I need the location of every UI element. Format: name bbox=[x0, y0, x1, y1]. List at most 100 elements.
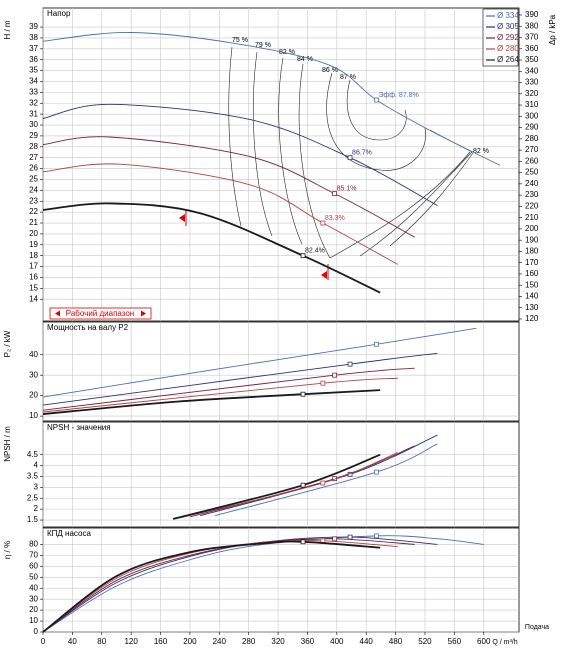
iso-line bbox=[329, 151, 471, 259]
y-axis-label: NPSH / m bbox=[3, 426, 12, 462]
y2-tick-label: 150 bbox=[525, 280, 539, 289]
y-axis-label: η / % bbox=[3, 541, 12, 559]
iso-label: 75 % bbox=[232, 37, 248, 44]
y-tick-label: 4 bbox=[34, 461, 39, 470]
iso-line bbox=[359, 151, 473, 257]
bep-marker bbox=[332, 372, 338, 378]
y2-tick-label: 260 bbox=[525, 156, 539, 165]
markers-decor: Рабочий диапазон bbox=[49, 210, 329, 320]
curve bbox=[42, 352, 438, 406]
y-tick-label: 30 bbox=[29, 120, 38, 129]
iso-line bbox=[228, 46, 242, 227]
range-arrow bbox=[141, 310, 146, 317]
y2-tick-label: 300 bbox=[525, 111, 539, 120]
y-tick-label: 34 bbox=[29, 77, 38, 86]
y-tick-label: 10 bbox=[29, 411, 38, 420]
curve bbox=[42, 377, 398, 413]
y-tick-label: 70 bbox=[29, 550, 38, 559]
y-axis-label: P₂ / kW bbox=[3, 330, 12, 357]
curve bbox=[42, 32, 501, 166]
x-tick-label: 160 bbox=[154, 637, 168, 646]
y2-tick-label: 320 bbox=[525, 89, 539, 98]
y2-tick-label: 180 bbox=[525, 247, 539, 256]
y-tick-label: 30 bbox=[29, 370, 38, 379]
y2-tick-label: 390 bbox=[525, 10, 539, 19]
bep-marker bbox=[347, 155, 353, 161]
y-tick-label: 36 bbox=[29, 55, 38, 64]
y2-tick-label: 170 bbox=[525, 258, 539, 267]
y-tick-label: 27 bbox=[29, 153, 38, 162]
range-arrow bbox=[55, 310, 60, 317]
foreground-layer: 1415161718192021222324252627282930313233… bbox=[3, 8, 557, 646]
curve bbox=[42, 540, 381, 633]
iso-label: 79 % bbox=[255, 42, 271, 49]
bep-label: 83.3% bbox=[325, 215, 345, 222]
y2-tick-label: 280 bbox=[525, 134, 539, 143]
curve bbox=[200, 434, 438, 517]
y2-tick-label: 370 bbox=[525, 33, 539, 42]
y2-tick-label: 220 bbox=[525, 201, 539, 210]
grid-layer bbox=[42, 7, 520, 633]
y-tick-label: 15 bbox=[29, 283, 38, 292]
y2-tick-label: 250 bbox=[525, 168, 539, 177]
y2-tick-label: 380 bbox=[525, 21, 539, 30]
bep-marker bbox=[300, 482, 306, 488]
bep-label: 86.7% bbox=[352, 150, 372, 157]
curve bbox=[42, 202, 381, 294]
curve bbox=[42, 136, 415, 238]
panel-frame bbox=[42, 421, 520, 528]
y2-tick-label: 160 bbox=[525, 269, 539, 278]
x-tick-label: 360 bbox=[301, 637, 315, 646]
x-tick-label: 200 bbox=[183, 637, 197, 646]
bep-marker bbox=[320, 380, 326, 386]
bep-marker bbox=[347, 534, 353, 540]
legend-label: Ø 292 bbox=[497, 33, 519, 42]
iso-label: 82 % bbox=[473, 148, 489, 155]
legend-label: Ø 334 bbox=[497, 11, 519, 20]
y2-axis-label: Δp / kPa bbox=[548, 14, 557, 45]
y2-tick-label: 200 bbox=[525, 224, 539, 233]
working-range-box bbox=[49, 307, 152, 320]
y-tick-label: 20 bbox=[29, 229, 38, 238]
y-tick-label: 26 bbox=[29, 164, 38, 173]
range-arrow bbox=[179, 214, 185, 222]
y-tick-label: 37 bbox=[29, 44, 38, 53]
y-tick-label: 35 bbox=[29, 66, 38, 75]
y-tick-label: 25 bbox=[29, 175, 38, 184]
iso-line bbox=[346, 79, 407, 141]
y-tick-label: 20 bbox=[29, 605, 38, 614]
x-tick-label: 80 bbox=[97, 637, 106, 646]
y2-tick-label: 360 bbox=[525, 44, 539, 53]
y2-tick-label: 240 bbox=[525, 179, 539, 188]
y-tick-label: 50 bbox=[29, 572, 38, 581]
bep-label: 82.4% bbox=[305, 248, 325, 255]
iso-line bbox=[298, 63, 331, 259]
range-arrow bbox=[321, 271, 327, 279]
bep-marker bbox=[300, 539, 306, 545]
y2-tick-label: 210 bbox=[525, 213, 539, 222]
curve bbox=[42, 535, 484, 633]
y-tick-label: 21 bbox=[29, 218, 38, 227]
y-tick-label: 40 bbox=[29, 583, 38, 592]
y-tick-label: 23 bbox=[29, 196, 38, 205]
bep-label: 85.1% bbox=[337, 185, 357, 192]
curve bbox=[42, 163, 399, 265]
y2-tick-label: 290 bbox=[525, 123, 539, 132]
x-tick-label: 520 bbox=[418, 637, 432, 646]
curve bbox=[42, 539, 398, 633]
bep-marker bbox=[300, 253, 306, 259]
curve bbox=[179, 452, 398, 519]
y-tick-label: 1.5 bbox=[27, 515, 39, 524]
y-tick-label: 38 bbox=[29, 33, 38, 42]
panel-title: Мощность на валу P2 bbox=[47, 323, 129, 332]
legend-label: Ø 264 bbox=[497, 55, 519, 64]
y2-tick-label: 340 bbox=[525, 66, 539, 75]
x-tick-label: 240 bbox=[213, 637, 227, 646]
y2-tick-label: 120 bbox=[525, 314, 539, 323]
curve bbox=[214, 443, 438, 517]
x-tick-label: 560 bbox=[448, 637, 462, 646]
x-tick-label: 400 bbox=[330, 637, 344, 646]
y-tick-label: 10 bbox=[29, 616, 38, 625]
